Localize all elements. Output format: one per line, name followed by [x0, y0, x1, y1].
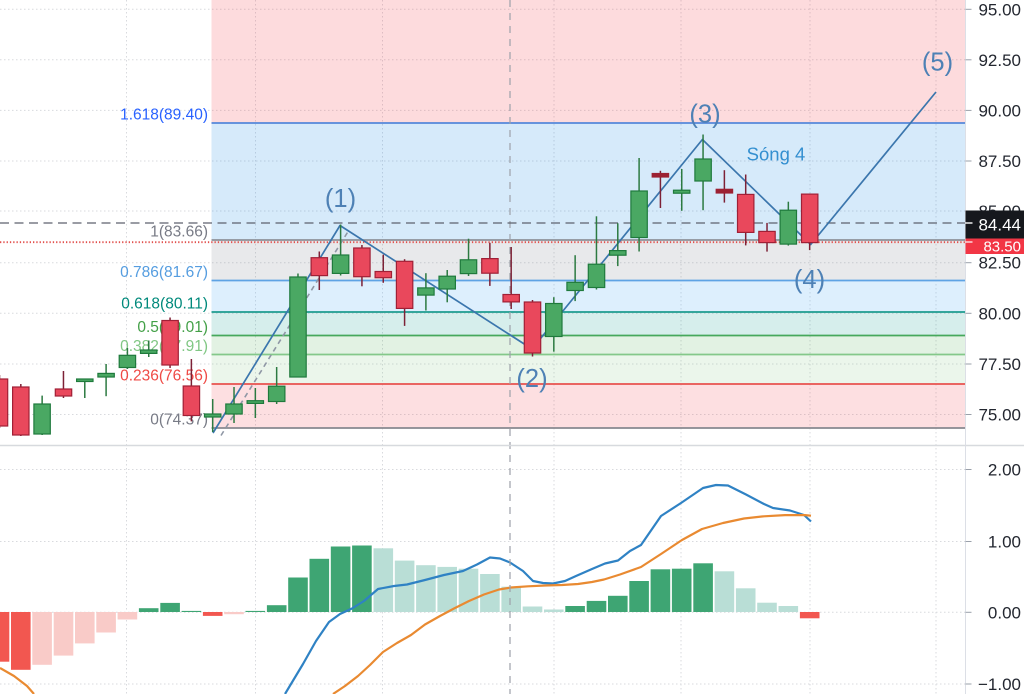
svg-text:0.618(80.11): 0.618(80.11) — [121, 296, 208, 313]
svg-text:(1): (1) — [325, 185, 356, 213]
svg-text:1.618(89.40): 1.618(89.40) — [120, 107, 208, 124]
svg-text:92.50: 92.50 — [978, 51, 1021, 70]
svg-text:75.00: 75.00 — [978, 406, 1021, 425]
svg-text:1(83.66): 1(83.66) — [150, 224, 208, 241]
svg-text:(4): (4) — [794, 266, 825, 294]
svg-text:84.44: 84.44 — [978, 216, 1021, 235]
svg-text:95.00: 95.00 — [978, 0, 1021, 19]
svg-text:0.236(76.56): 0.236(76.56) — [120, 368, 208, 385]
svg-text:0.00: 0.00 — [988, 603, 1021, 622]
svg-text:(2): (2) — [516, 365, 547, 393]
svg-text:77.50: 77.50 — [978, 355, 1021, 374]
svg-text:0.786(81.67): 0.786(81.67) — [120, 264, 208, 281]
svg-text:90.00: 90.00 — [978, 101, 1021, 120]
svg-text:1.00: 1.00 — [988, 533, 1021, 552]
svg-text:Sóng 4: Sóng 4 — [747, 144, 806, 165]
svg-text:82.50: 82.50 — [978, 254, 1021, 273]
svg-text:83.50: 83.50 — [983, 239, 1021, 256]
svg-text:−1.00: −1.00 — [978, 675, 1021, 694]
svg-text:87.50: 87.50 — [978, 152, 1021, 171]
svg-text:80.00: 80.00 — [978, 304, 1021, 323]
svg-text:(3): (3) — [689, 101, 720, 129]
svg-text:(5): (5) — [922, 49, 953, 77]
svg-text:2.00: 2.00 — [988, 461, 1021, 480]
